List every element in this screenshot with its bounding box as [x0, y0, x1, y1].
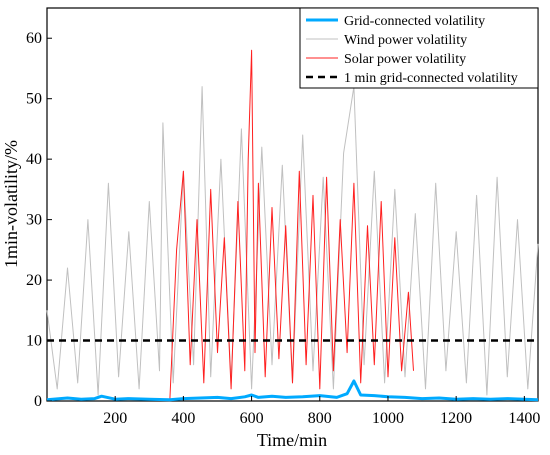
y-tick-label: 20: [26, 272, 42, 289]
y-tick-label: 60: [26, 30, 42, 47]
series-layer: [46, 49, 539, 402]
y-tick-label: 0: [34, 393, 42, 410]
y-axis-label: 1min-volatility/%: [1, 140, 21, 268]
legend-label-0: Grid-connected volatility: [344, 14, 485, 29]
x-axis-label: Time/min: [257, 430, 327, 450]
legend-label-1: Wind power volatility: [344, 33, 467, 48]
x-tick-label: 600: [240, 410, 264, 427]
x-tick-label: 800: [308, 410, 332, 427]
legend: Grid-connected volatility Wind power vola…: [299, 7, 539, 89]
y-tick-label: 10: [26, 333, 42, 350]
x-tick-label: 1200: [440, 410, 472, 427]
x-tick-label: 200: [103, 410, 127, 427]
series-line-2: [169, 49, 414, 402]
legend-box: [299, 7, 539, 89]
legend-label-2: Solar power volatility: [344, 52, 466, 67]
y-axis-ticks: 0 10 20 30 40 50 60: [26, 30, 52, 410]
x-axis-ticks: 200 400 600 800 1000 1200 1400: [103, 396, 540, 427]
legend-label-3: 1 min grid-connected volatility: [344, 71, 518, 86]
x-tick-label: 400: [171, 410, 195, 427]
y-tick-label: 50: [26, 91, 42, 108]
series-line-0: [46, 379, 539, 402]
x-tick-label: 1000: [372, 410, 404, 427]
y-tick-label: 40: [26, 151, 42, 168]
y-tick-label: 30: [26, 212, 42, 229]
x-tick-label: 1400: [508, 410, 540, 427]
